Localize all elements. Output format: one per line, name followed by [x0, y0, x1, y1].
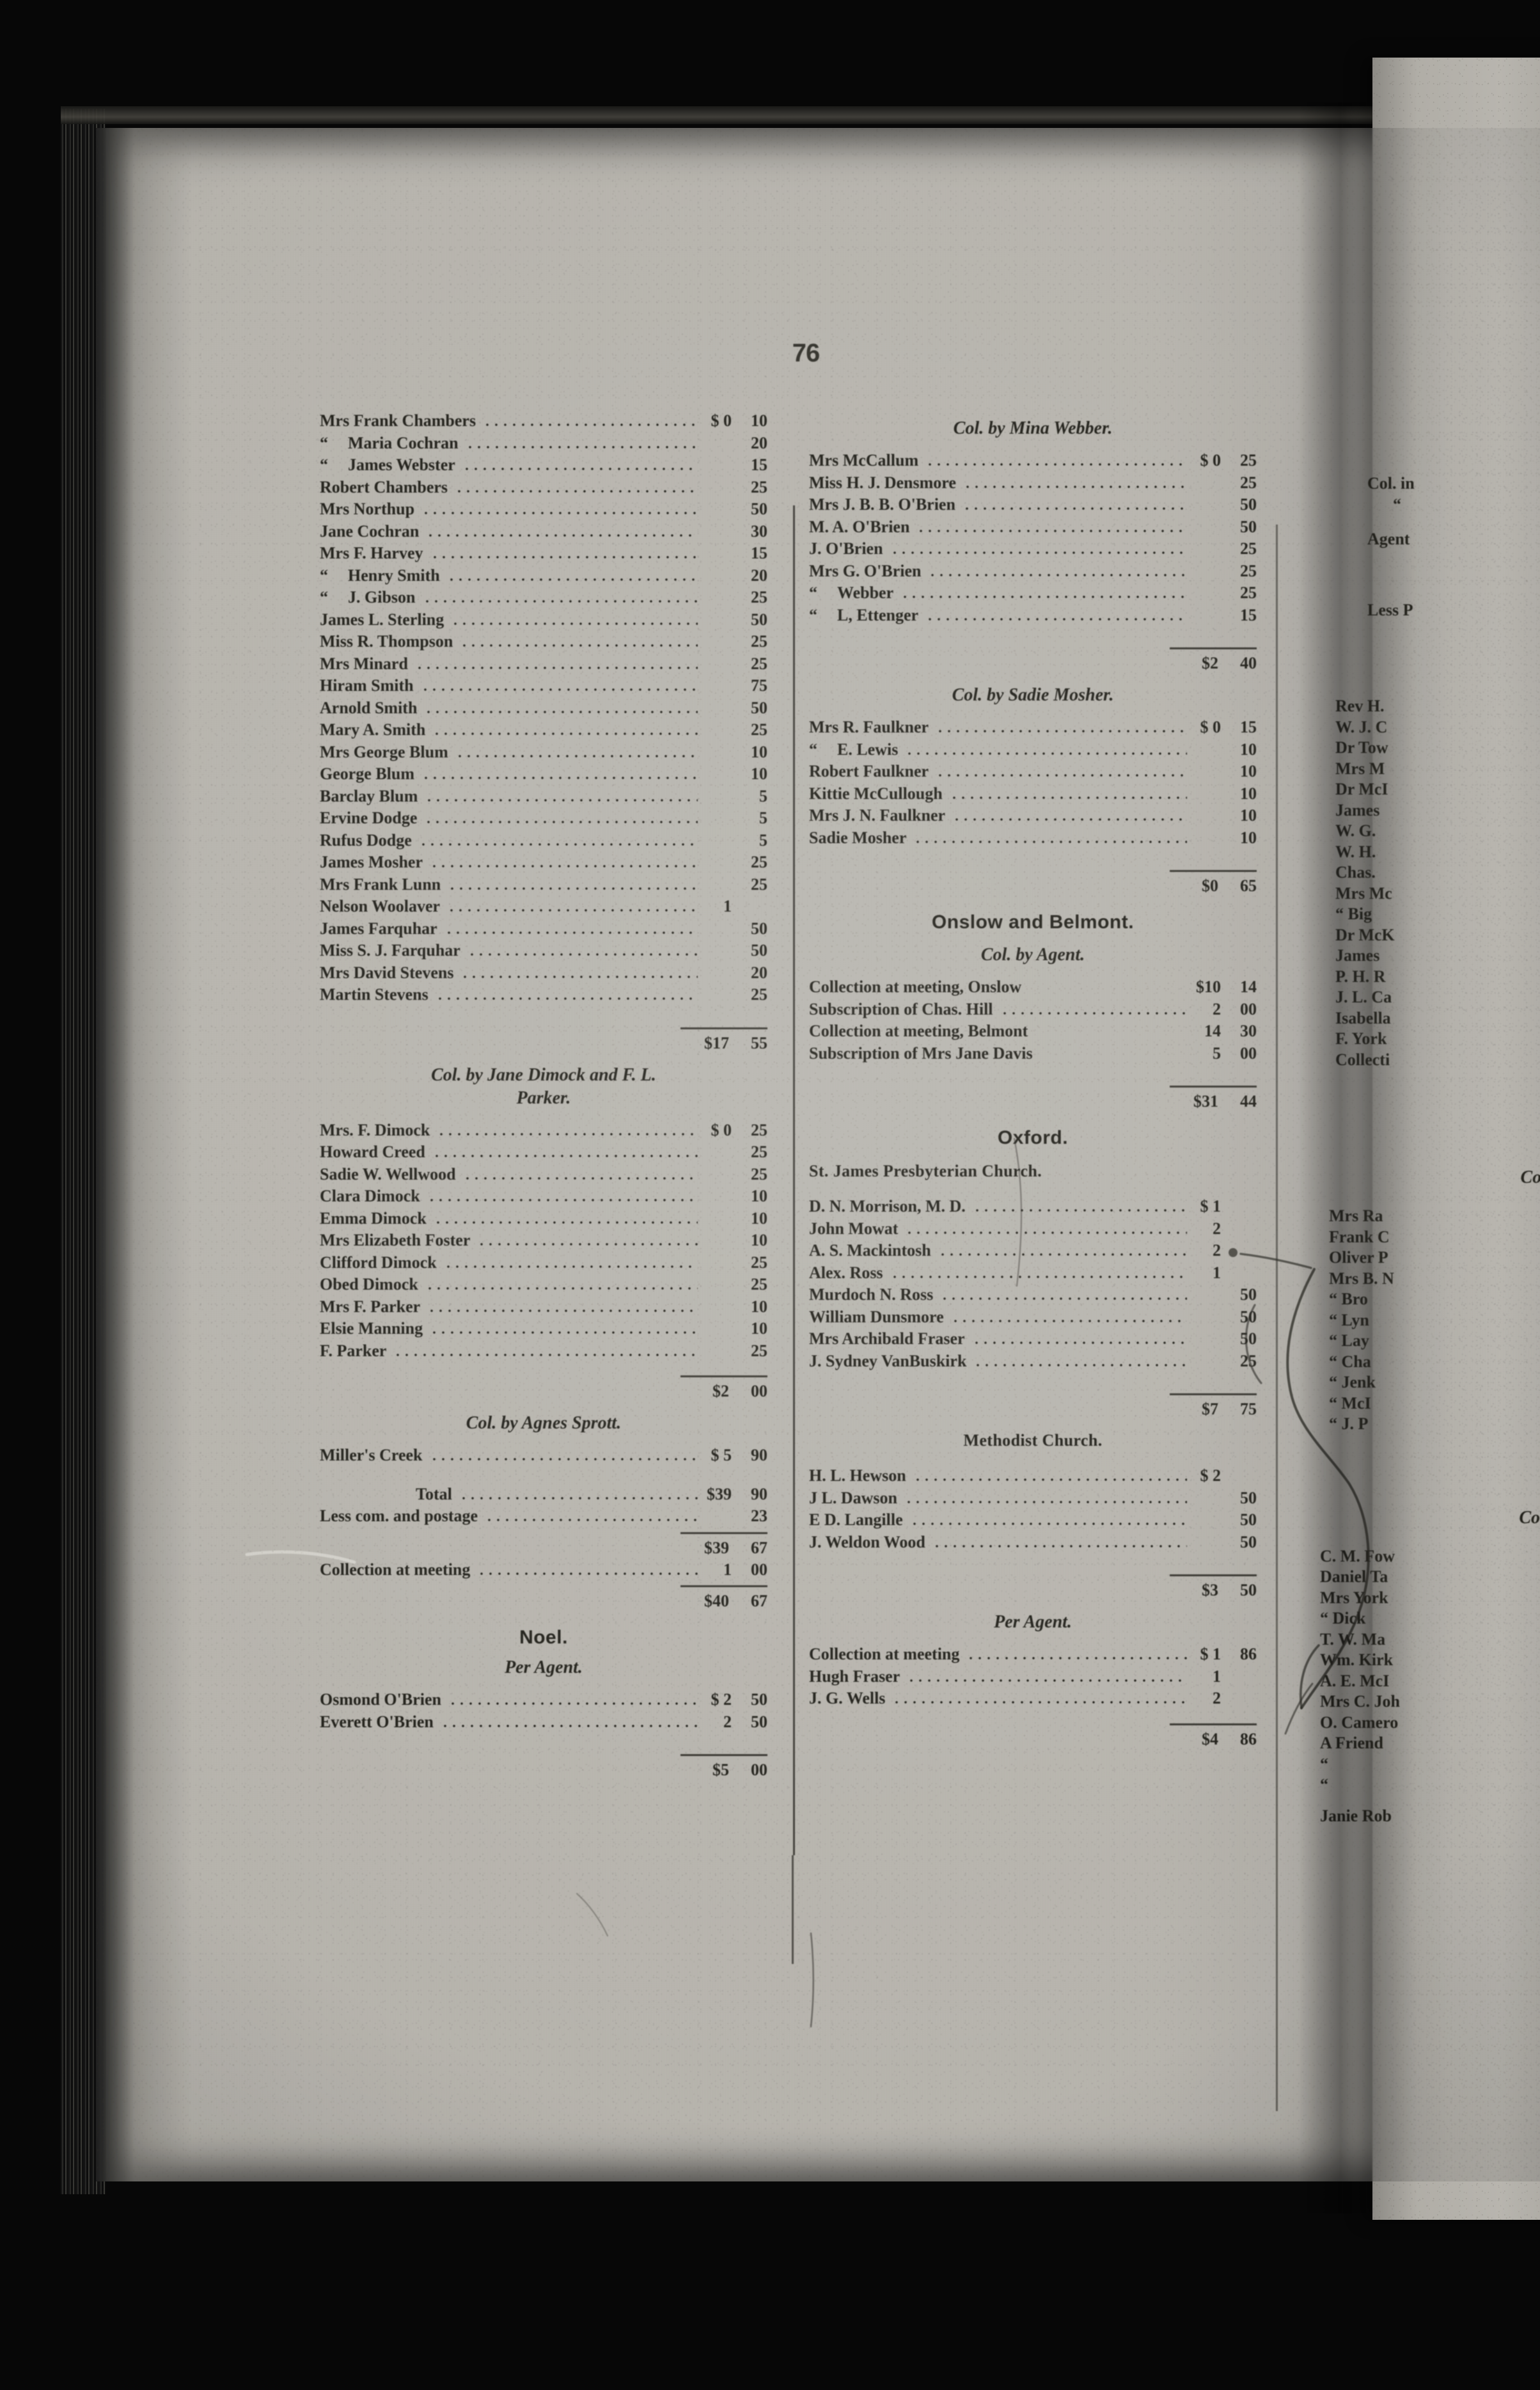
page-vignette [96, 128, 1540, 2181]
book-page: 76 Mrs Frank Chambers$ 010 “Maria Cochra… [61, 58, 1540, 2220]
book-top-edge [61, 106, 1461, 124]
